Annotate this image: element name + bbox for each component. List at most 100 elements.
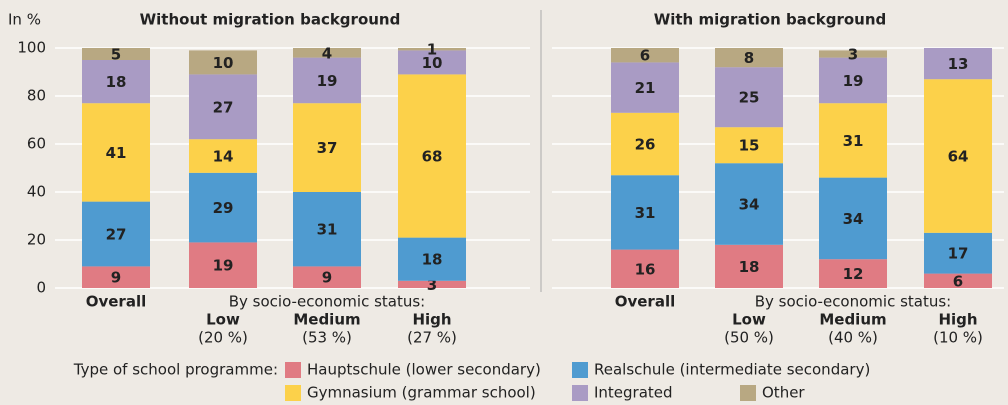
bar-segment bbox=[924, 273, 992, 288]
x-tick-label: High bbox=[938, 311, 977, 329]
group-label: By socio-economic status: bbox=[229, 293, 426, 311]
bar-segment bbox=[924, 232, 992, 274]
data-label: 19 bbox=[213, 257, 234, 275]
category-share: (20 %) bbox=[198, 329, 248, 347]
legend-label: Hauptschule (lower secondary) bbox=[307, 361, 541, 379]
bar-segment bbox=[924, 48, 992, 80]
data-label: 14 bbox=[213, 148, 234, 166]
bar-segment bbox=[189, 50, 257, 75]
data-label: 18 bbox=[422, 251, 443, 269]
data-label: 27 bbox=[106, 226, 127, 244]
bar-segment bbox=[715, 163, 783, 245]
data-label: 3 bbox=[427, 276, 437, 294]
panel-title: With migration background bbox=[654, 11, 887, 29]
data-label: 9 bbox=[111, 269, 121, 287]
data-label: 29 bbox=[213, 199, 234, 217]
data-label: 25 bbox=[739, 89, 760, 107]
panel-title: Without migration background bbox=[140, 11, 401, 29]
bar-segment bbox=[715, 48, 783, 68]
data-label: 37 bbox=[317, 139, 338, 157]
data-label: 26 bbox=[635, 136, 656, 154]
data-label: 16 bbox=[635, 260, 656, 278]
y-tick-label: 0 bbox=[36, 279, 46, 297]
x-tick-label: High bbox=[412, 311, 451, 329]
bar-segment bbox=[819, 50, 887, 58]
data-label: 5 bbox=[111, 46, 121, 64]
data-label: 6 bbox=[640, 47, 650, 65]
data-label: 64 bbox=[948, 148, 969, 166]
y-tick-label: 60 bbox=[27, 135, 46, 153]
data-label: 8 bbox=[744, 49, 754, 67]
bar-segment bbox=[398, 50, 466, 75]
data-label: 21 bbox=[635, 79, 656, 97]
data-label: 6 bbox=[953, 272, 963, 290]
bar-segment bbox=[819, 103, 887, 178]
data-label: 18 bbox=[739, 258, 760, 276]
bar-segment bbox=[611, 249, 679, 288]
legend-swatch bbox=[285, 385, 301, 401]
bar-segment bbox=[924, 79, 992, 233]
data-label: 41 bbox=[106, 144, 127, 162]
data-label: 9 bbox=[322, 269, 332, 287]
bar-segment bbox=[293, 103, 361, 192]
legend-swatch bbox=[572, 385, 588, 401]
bar-segment bbox=[82, 103, 150, 202]
bar-segment bbox=[82, 48, 150, 60]
bar-segment bbox=[398, 48, 466, 51]
data-label: 15 bbox=[739, 137, 760, 155]
bar-segment bbox=[189, 242, 257, 288]
data-label: 68 bbox=[422, 148, 443, 166]
bar-segment bbox=[293, 48, 361, 58]
data-label: 31 bbox=[843, 132, 864, 150]
legend-label: Gymnasium (grammar school) bbox=[307, 384, 536, 402]
bar-segment bbox=[819, 177, 887, 260]
data-label: 34 bbox=[843, 210, 864, 228]
data-label: 10 bbox=[213, 54, 234, 72]
data-label: 10 bbox=[422, 54, 443, 72]
data-label: 12 bbox=[843, 265, 864, 283]
x-tick-label: Medium bbox=[819, 311, 886, 329]
data-label: 19 bbox=[317, 72, 338, 90]
data-label: 34 bbox=[739, 196, 760, 214]
data-label: 27 bbox=[213, 98, 234, 116]
data-label: 1 bbox=[427, 41, 437, 59]
bar-segment bbox=[611, 112, 679, 176]
bar-segment bbox=[819, 259, 887, 288]
data-label: 17 bbox=[948, 245, 969, 263]
bar-segment bbox=[82, 201, 150, 267]
data-label: 18 bbox=[106, 73, 127, 91]
data-label: 31 bbox=[317, 221, 338, 239]
y-tick-label: 100 bbox=[17, 39, 46, 57]
bar-segment bbox=[611, 175, 679, 250]
legend-label: Other bbox=[762, 384, 805, 402]
group-label: By socio-economic status: bbox=[755, 293, 952, 311]
bar-segment bbox=[715, 127, 783, 164]
y-tick-label: 20 bbox=[27, 231, 46, 249]
bar-segment bbox=[293, 192, 361, 267]
legend-swatch bbox=[285, 362, 301, 378]
legend-swatch bbox=[572, 362, 588, 378]
category-share: (53 %) bbox=[302, 329, 352, 347]
bar-segment bbox=[189, 172, 257, 243]
category-share: (10 %) bbox=[933, 329, 983, 347]
legend-label: Realschule (intermediate secondary) bbox=[594, 361, 870, 379]
bar-segment bbox=[398, 74, 466, 238]
x-tick-label: Low bbox=[206, 311, 240, 329]
bar-segment bbox=[611, 62, 679, 113]
data-label: 31 bbox=[635, 204, 656, 222]
bar-segment bbox=[293, 57, 361, 104]
bar-segment bbox=[82, 266, 150, 288]
y-axis-label: In % bbox=[8, 11, 41, 29]
x-tick-label: Medium bbox=[293, 311, 360, 329]
bar-segment bbox=[715, 244, 783, 288]
bar-segment bbox=[82, 60, 150, 104]
legend-title: Type of school programme: bbox=[73, 361, 278, 379]
bar-segment bbox=[398, 280, 466, 288]
category-share: (50 %) bbox=[724, 329, 774, 347]
legend-swatch bbox=[740, 385, 756, 401]
y-tick-label: 40 bbox=[27, 183, 46, 201]
bar-segment bbox=[715, 67, 783, 128]
category-share: (40 %) bbox=[828, 329, 878, 347]
data-label: 4 bbox=[322, 44, 332, 62]
